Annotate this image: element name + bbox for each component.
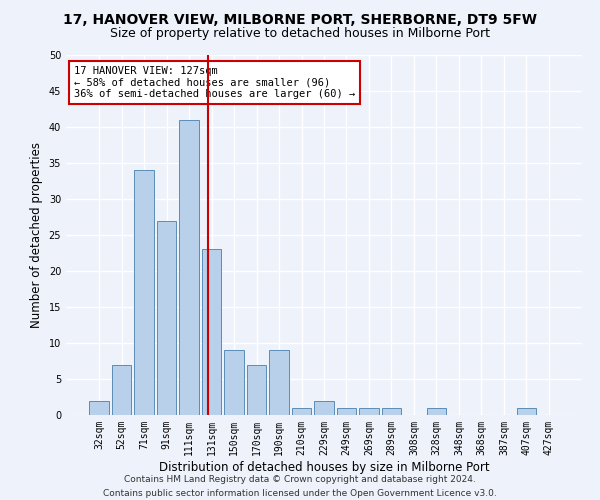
Bar <box>382 408 401 415</box>
Bar <box>314 400 334 415</box>
Bar <box>202 250 221 415</box>
Bar <box>224 350 244 415</box>
Y-axis label: Number of detached properties: Number of detached properties <box>30 142 43 328</box>
Bar <box>359 408 379 415</box>
Bar <box>517 408 536 415</box>
Bar <box>337 408 356 415</box>
Bar <box>247 364 266 415</box>
Bar <box>157 220 176 415</box>
Bar <box>179 120 199 415</box>
Bar <box>89 400 109 415</box>
Text: 17, HANOVER VIEW, MILBORNE PORT, SHERBORNE, DT9 5FW: 17, HANOVER VIEW, MILBORNE PORT, SHERBOR… <box>63 12 537 26</box>
Text: 17 HANOVER VIEW: 127sqm
← 58% of detached houses are smaller (96)
36% of semi-de: 17 HANOVER VIEW: 127sqm ← 58% of detache… <box>74 66 355 99</box>
Bar <box>134 170 154 415</box>
X-axis label: Distribution of detached houses by size in Milborne Port: Distribution of detached houses by size … <box>158 460 490 473</box>
Bar <box>112 364 131 415</box>
Bar <box>427 408 446 415</box>
Bar <box>292 408 311 415</box>
Bar <box>269 350 289 415</box>
Text: Contains HM Land Registry data © Crown copyright and database right 2024.
Contai: Contains HM Land Registry data © Crown c… <box>103 476 497 498</box>
Text: Size of property relative to detached houses in Milborne Port: Size of property relative to detached ho… <box>110 28 490 40</box>
